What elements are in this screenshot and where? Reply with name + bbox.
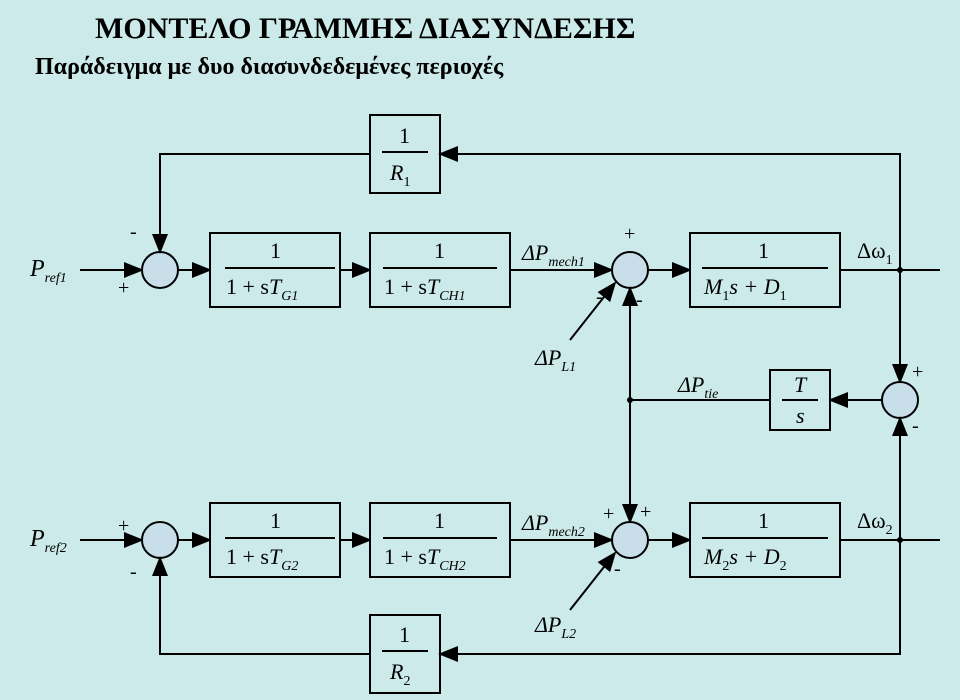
sign-b1-dpl1: - bbox=[596, 286, 603, 308]
sum-b1 bbox=[612, 252, 648, 288]
svg-text:Pref1: Pref1 bbox=[29, 256, 67, 286]
title: ΜΟΝΤΕΛΟ ΓΡΑΜΜΗΣ ΔΙΑΣΥΝΔΕΣΗΣ bbox=[95, 12, 636, 45]
block-ch2: 1 1 + sTCH2 bbox=[370, 503, 510, 577]
label-dptie: ΔPtie bbox=[677, 372, 718, 402]
svg-text:ΔPL2: ΔPL2 bbox=[534, 612, 576, 642]
svg-text:Pref2: Pref2 bbox=[29, 526, 67, 556]
block-r1: 1 R1 bbox=[370, 115, 440, 193]
svg-text:1: 1 bbox=[434, 238, 445, 263]
block-tie: T s bbox=[770, 370, 830, 430]
svg-text:T: T bbox=[794, 372, 808, 397]
label-dpl2: ΔPL2 bbox=[534, 612, 576, 642]
sign-b2-dpl2: - bbox=[614, 558, 621, 580]
sign-a1-top: - bbox=[130, 221, 137, 243]
svg-text:ΔPL1: ΔPL1 bbox=[534, 345, 576, 375]
svg-text:s: s bbox=[796, 403, 805, 428]
svg-text:ΔPmech1: ΔPmech1 bbox=[521, 240, 585, 270]
label-dw2: Δω2 bbox=[857, 508, 893, 538]
svg-text:1: 1 bbox=[399, 622, 410, 647]
sign-pref1-plus: + bbox=[118, 277, 129, 299]
label-dw1: Δω1 bbox=[857, 238, 893, 268]
label-pref2: Pref2 bbox=[29, 526, 67, 556]
svg-text:1: 1 bbox=[758, 508, 769, 533]
sign-b2-left: + bbox=[603, 503, 614, 525]
block-g1: 1 1 + sTG1 bbox=[210, 233, 340, 307]
node-dw1 bbox=[897, 267, 903, 273]
sign-a2-bot: - bbox=[130, 561, 137, 583]
wire-dpl2 bbox=[570, 553, 615, 610]
sum-b2 bbox=[612, 522, 648, 558]
svg-text:1: 1 bbox=[270, 238, 281, 263]
sign-b2-tie: + bbox=[640, 501, 651, 523]
label-dpmech2: ΔPmech2 bbox=[521, 510, 585, 540]
label-dpl1: ΔPL1 bbox=[534, 345, 576, 375]
svg-text:1: 1 bbox=[434, 508, 445, 533]
block-m2: 1 M2s + D2 bbox=[690, 503, 840, 577]
svg-text:1: 1 bbox=[758, 238, 769, 263]
wire-dpl1 bbox=[570, 283, 615, 340]
sign-b1-top: + bbox=[624, 223, 635, 245]
block-m1: 1 M1s + D1 bbox=[690, 233, 840, 307]
svg-text:ΔPtie: ΔPtie bbox=[677, 372, 718, 402]
label-dpmech1: ΔPmech1 bbox=[521, 240, 585, 270]
sum-a2 bbox=[142, 522, 178, 558]
svg-text:1: 1 bbox=[399, 123, 410, 148]
sign-b1-tie: - bbox=[636, 289, 643, 311]
svg-text:ΔPmech2: ΔPmech2 bbox=[521, 510, 585, 540]
svg-text:Δω1: Δω1 bbox=[857, 238, 893, 268]
subtitle: Παράδειγμα με δυο διασυνδεδεμένες περιοχ… bbox=[35, 54, 504, 80]
svg-text:1: 1 bbox=[270, 508, 281, 533]
block-diagram: ΜΟΝΤΕΛΟ ΓΡΑΜΜΗΣ ΔΙΑΣΥΝΔΕΣΗΣ Παράδειγμα μ… bbox=[0, 0, 960, 700]
sign-pref2-plus: + bbox=[118, 515, 129, 537]
svg-text:Δω2: Δω2 bbox=[857, 508, 893, 538]
label-pref1: Pref1 bbox=[29, 256, 67, 286]
sign-tie-bot: - bbox=[912, 415, 919, 437]
sum-tie bbox=[882, 382, 918, 418]
block-ch1: 1 1 + sTCH1 bbox=[370, 233, 510, 307]
sum-a1 bbox=[142, 252, 178, 288]
block-g2: 1 1 + sTG2 bbox=[210, 503, 340, 577]
sign-tie-top: + bbox=[912, 361, 923, 383]
block-r2: 1 R2 bbox=[370, 615, 440, 693]
